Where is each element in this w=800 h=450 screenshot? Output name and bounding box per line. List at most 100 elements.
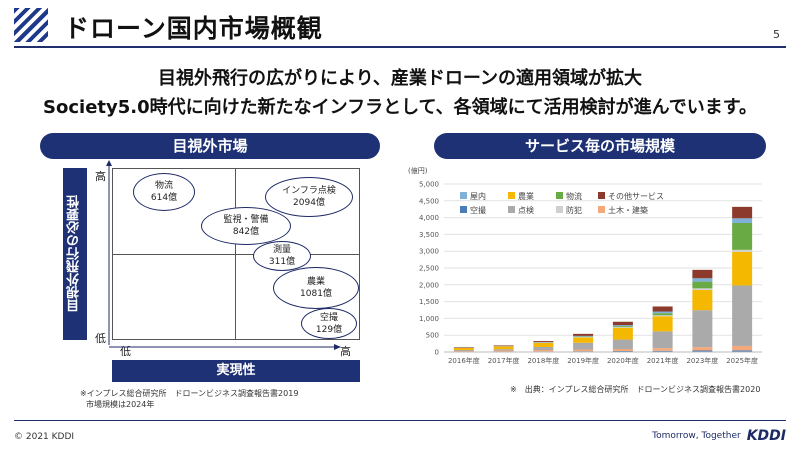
tagline: Tomorrow, Together (652, 431, 741, 441)
bar-segment (652, 350, 673, 352)
bar-segment (453, 349, 474, 351)
legend-label: 点検 (518, 205, 534, 215)
legend-label: 空撮 (470, 205, 486, 215)
x-tick-label: 2021年度 (647, 356, 679, 365)
legend-label: 物流 (566, 191, 582, 201)
bar-segment (612, 339, 633, 349)
legend-label: 屋内 (470, 191, 486, 201)
right-section-title: サービス毎の市場規模 (434, 133, 766, 159)
legend-label: 防犯 (566, 205, 582, 215)
y-axis-label: 目視外飛行の必要性 (63, 168, 87, 340)
bar-segment (732, 251, 753, 286)
bubble-logistics: 物流 614億 (133, 173, 195, 211)
legend-swatch (556, 192, 563, 199)
bar-segment (692, 281, 713, 289)
y-tick-label: 500 (426, 332, 439, 340)
headline-line-1: 目視外飛行の広がりにより、産業ドローンの適用領域が拡大 (157, 68, 643, 89)
x-low-label: 低 (120, 345, 131, 358)
bar-segment (652, 306, 673, 312)
kddi-logo: KDDI (746, 428, 786, 444)
legend-label: 土木・建築 (608, 205, 648, 215)
y-tick-label: 3,500 (419, 231, 439, 239)
y-high-label: 高 (95, 170, 106, 183)
bar-segment (652, 316, 673, 332)
x-axis-label: 実現性 (112, 360, 360, 382)
bar-segment (692, 347, 713, 351)
y-tick-label: 4,500 (419, 197, 439, 205)
legend-swatch (598, 206, 605, 213)
bar-segment (692, 288, 713, 291)
y-tick-label: 2,500 (419, 265, 439, 273)
x-tick-label: 2016年度 (448, 356, 480, 365)
matrix-arrows (106, 160, 341, 350)
y-tick-label: 1,500 (419, 298, 439, 306)
left-note-line-1: ※インプレス総合研究所 ドローンビジネス調査報告書2019 (80, 389, 299, 398)
bar-segment (652, 331, 673, 349)
bar-segment (533, 346, 554, 350)
bar-segment (652, 315, 673, 317)
y-tick-label: 4,000 (419, 214, 439, 222)
x-tick-label: 2025年度 (726, 356, 758, 365)
bar-segment (692, 269, 713, 279)
legend-label: 農業 (518, 191, 534, 201)
legend-swatch (460, 206, 467, 213)
bar-segment (692, 278, 713, 282)
y-tick-label: 0 (435, 349, 439, 357)
header-divider (14, 46, 786, 48)
bar-segment (612, 350, 633, 352)
legend-label: その他サービス (608, 191, 664, 201)
page-number: 5 (773, 28, 780, 41)
y-tick-label: 5,000 (419, 181, 439, 189)
x-tick-label: 2020年度 (607, 356, 639, 365)
y-tick-label: 2,000 (419, 281, 439, 289)
bar-segment (493, 350, 514, 352)
bubble-surveying: 測量 311億 (253, 241, 311, 271)
footer-divider (14, 420, 786, 421)
left-section-title: 目視外市場 (40, 133, 380, 159)
y-tick-label: 1,000 (419, 315, 439, 323)
bar-segment (692, 310, 713, 348)
bar-segment (612, 326, 633, 328)
x-tick-label: 2017年度 (488, 356, 520, 365)
x-tick-label: 2023年度 (686, 356, 718, 365)
bar-segment (573, 336, 594, 338)
bar-segment (453, 347, 474, 348)
legend-swatch (556, 206, 563, 213)
legend-swatch (508, 206, 515, 213)
chart-source-note: ※ 出典：インプレス総合研究所 ドローンビジネス調査報告書2020 (510, 385, 761, 394)
bar-segment (612, 348, 633, 351)
brand-signature: Tomorrow, Together KDDI (652, 428, 786, 444)
bar-segment (493, 349, 514, 351)
left-note-line-2: 市場規模は2024年 (86, 400, 155, 409)
bar-segment (573, 342, 594, 350)
bar-segment (493, 346, 514, 350)
bar-segment (533, 342, 554, 347)
bar-segment (732, 249, 753, 252)
bar-segment (652, 313, 673, 316)
bubble-aerial-photography: 空撮 129億 (301, 308, 357, 339)
bar-segment (612, 325, 633, 327)
page-title: ドローン国内市場概観 (64, 14, 323, 43)
bar-segment (732, 285, 753, 346)
legend-swatch (460, 192, 467, 199)
bubble-infrastructure-inspection: インフラ点検 2094億 (265, 177, 353, 217)
bar-segment (732, 206, 753, 219)
bar-segment (732, 345, 753, 351)
legend-swatch (598, 192, 605, 199)
bar-segment (573, 349, 594, 352)
bar-segment (652, 348, 673, 351)
bar-segment (612, 321, 633, 326)
y-tick-label: 3,000 (419, 248, 439, 256)
header-logo-stripes (14, 8, 48, 42)
bar-segment (692, 290, 713, 311)
bar-segment (612, 327, 633, 340)
market-matrix: 物流 614億 インフラ点検 2094億 監視・警備 842億 測量 311億 農業 10… (112, 168, 360, 340)
y-low-label: 低 (95, 332, 106, 345)
market-size-chart: (億円) 0 500 1,000 1,500 2,000 2,500 3,000 3,500 4,… (408, 166, 762, 365)
legend-swatch (508, 192, 515, 199)
copyright: © 2021 KDDI (14, 432, 75, 442)
x-tick-label: 2018年度 (527, 356, 559, 365)
y-unit-label: (億円) (408, 166, 428, 175)
bar-segment (573, 333, 594, 336)
bar-segment (493, 345, 514, 347)
